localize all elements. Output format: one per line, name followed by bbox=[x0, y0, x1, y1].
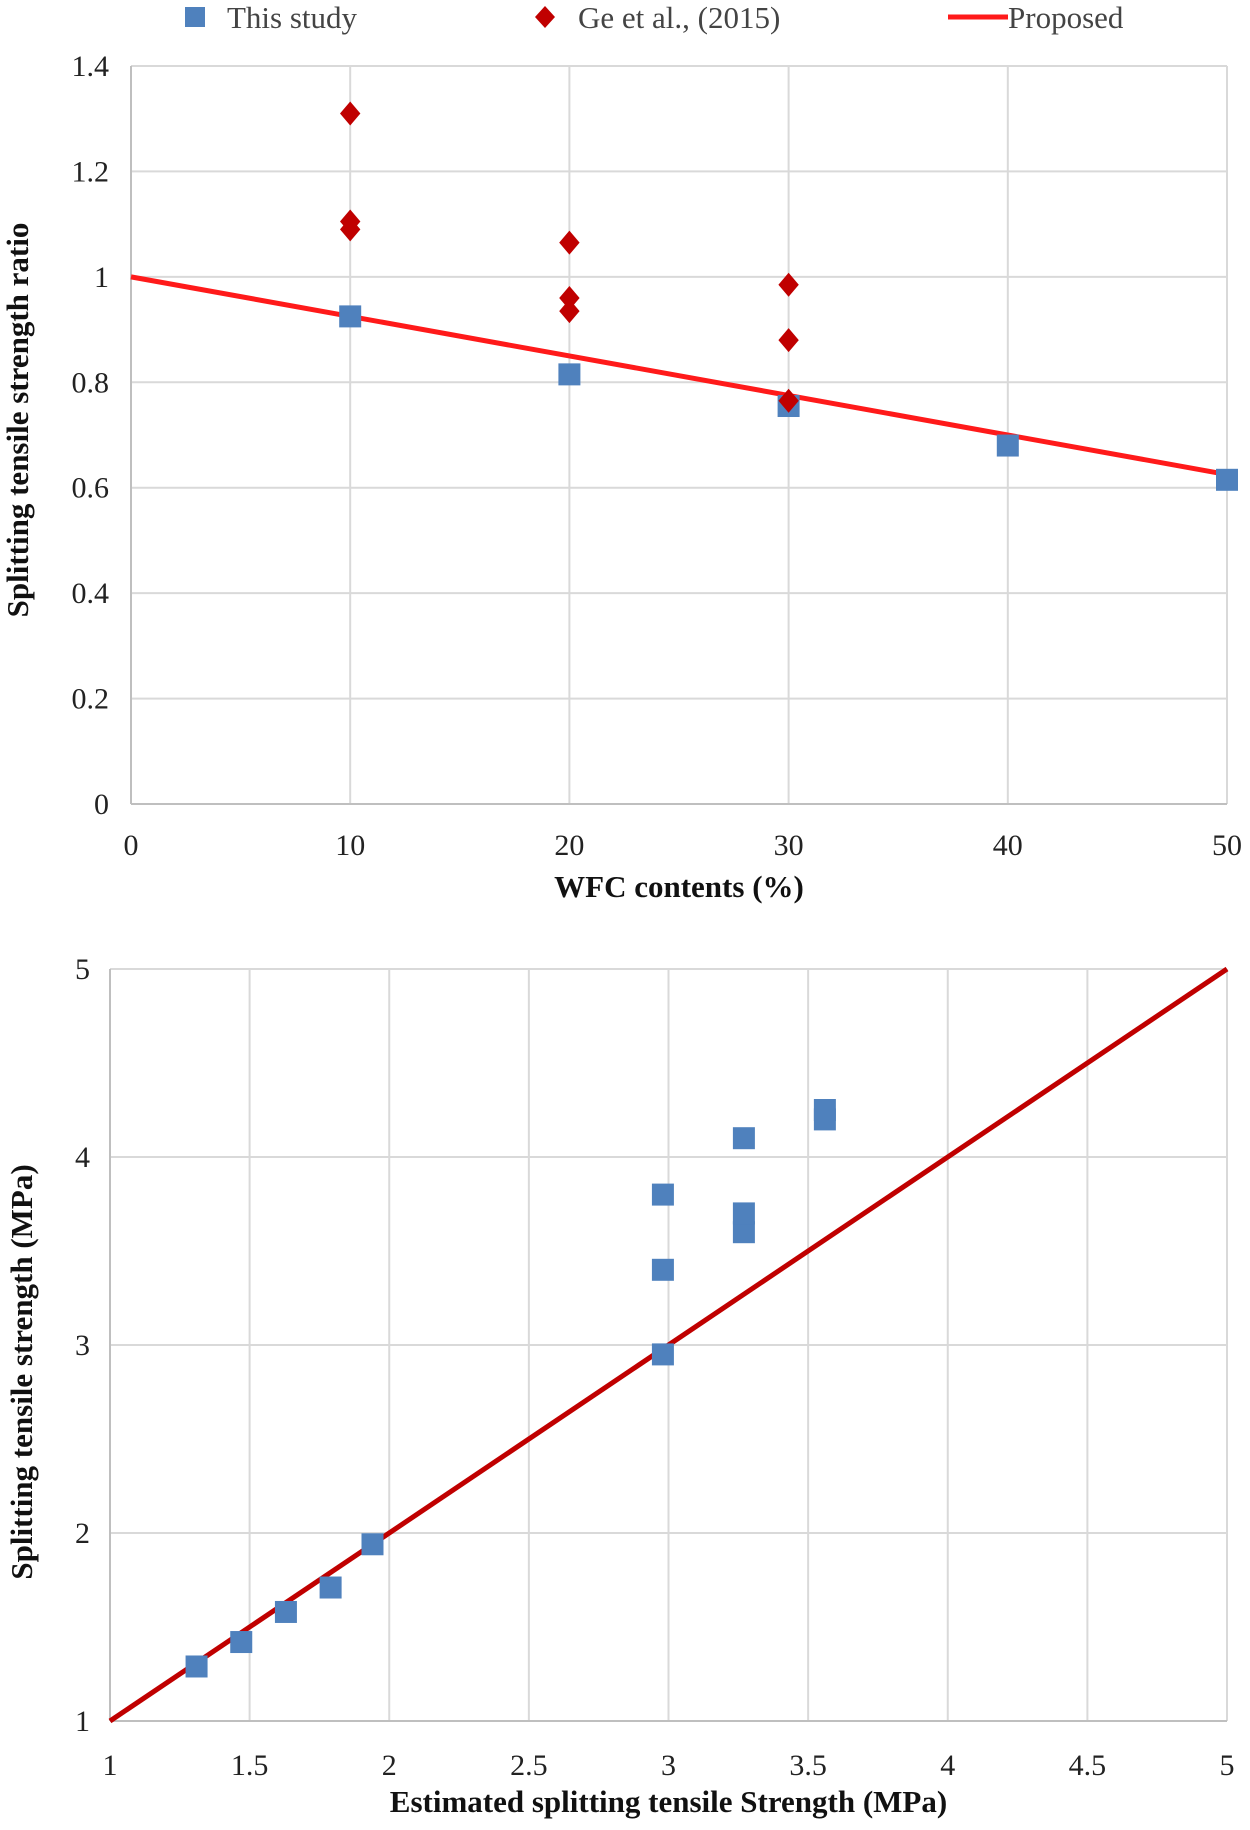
data-point-diamond bbox=[340, 217, 361, 242]
y-tick-label: 0.8 bbox=[72, 366, 110, 399]
data-point-square bbox=[732, 1127, 755, 1150]
x-tick-label: 2 bbox=[382, 1749, 397, 1782]
x-tick-label: 20 bbox=[554, 829, 584, 862]
legend-label: Ge et al., (2015) bbox=[578, 0, 780, 35]
data-point-square bbox=[361, 1533, 384, 1556]
chart-2: 1 1.5 2 2.5 3 3.5 4 4.5 5 1 2 3 4 5 Estimated splittin… bbox=[4, 953, 1235, 1819]
y-tick-label: 1 bbox=[94, 261, 109, 294]
data-point-diamond bbox=[559, 230, 580, 255]
x-tick-label: 1 bbox=[103, 1749, 118, 1782]
y-tick-label: 4 bbox=[75, 1141, 90, 1174]
x-axis-label: WFC contents (%) bbox=[554, 869, 804, 904]
data-point-diamond bbox=[778, 328, 799, 353]
x-tick-label: 3.5 bbox=[789, 1749, 827, 1782]
data-point-square bbox=[319, 1576, 342, 1599]
data-point-square bbox=[558, 363, 581, 386]
x-tick-label: 0 bbox=[124, 829, 139, 862]
legend-marker-square bbox=[185, 7, 205, 27]
y-axis-label: Splitting tensile strength (MPa) bbox=[4, 1164, 39, 1579]
y-tick-label: 0 bbox=[94, 788, 109, 821]
y-tick-label: 1.2 bbox=[72, 155, 110, 188]
legend: This study Ge et al., (2015) Proposed bbox=[185, 0, 1124, 35]
data-point-diamond bbox=[778, 272, 799, 297]
x-tick-label: 50 bbox=[1212, 829, 1242, 862]
y-tick-label: 3 bbox=[75, 1329, 90, 1362]
x-axis-label: Estimated splitting tensile Strength (MP… bbox=[390, 1784, 947, 1819]
x-tick-label: 3 bbox=[661, 1749, 676, 1782]
y-tick-label: 5 bbox=[75, 953, 90, 986]
y-tick-label: 0.4 bbox=[72, 577, 110, 610]
data-point-diamond bbox=[559, 299, 580, 324]
data-point-diamond bbox=[559, 285, 580, 310]
data-point-square bbox=[651, 1343, 674, 1366]
data-point-square bbox=[651, 1183, 674, 1206]
y-tick-label: 0.2 bbox=[72, 683, 110, 716]
y-axis-label: Splitting tensile strength ratio bbox=[0, 223, 35, 618]
series-line-proposed bbox=[130, 274, 1228, 477]
data-point-diamond bbox=[778, 388, 799, 413]
y-tick-label: 2 bbox=[75, 1517, 90, 1550]
x-tick-label: 4 bbox=[940, 1749, 955, 1782]
chart-1: 0 10 20 30 40 50 0 0.2 0.4 0.6 0.8 1 1.2 1.4 WFC conte… bbox=[0, 0, 1242, 904]
legend-label: This study bbox=[227, 0, 358, 35]
x-tick-label: 4.5 bbox=[1069, 1749, 1107, 1782]
data-point-square bbox=[813, 1099, 836, 1121]
legend-marker-diamond bbox=[535, 6, 555, 28]
x-tick-label: 5 bbox=[1220, 1749, 1235, 1782]
data-point-square bbox=[732, 1202, 755, 1225]
x-tick-label: 1.5 bbox=[231, 1749, 269, 1782]
data-point-square bbox=[651, 1258, 674, 1281]
data-point-square bbox=[1216, 468, 1238, 491]
y-tick-label: 0.6 bbox=[72, 472, 110, 505]
data-point-square bbox=[996, 434, 1019, 457]
data-point-square bbox=[230, 1631, 253, 1654]
data-point-square bbox=[732, 1221, 755, 1244]
y-tick-label: 1 bbox=[75, 1705, 90, 1738]
x-tick-label: 40 bbox=[993, 829, 1023, 862]
data-point-square bbox=[185, 1655, 208, 1678]
data-point-square bbox=[339, 305, 362, 328]
x-tick-label: 2.5 bbox=[510, 1749, 548, 1782]
legend-label: Proposed bbox=[1008, 0, 1124, 35]
x-tick-label: 10 bbox=[335, 829, 365, 862]
y-tick-label: 1.4 bbox=[72, 50, 110, 83]
data-point-square bbox=[274, 1600, 297, 1623]
x-tick-label: 30 bbox=[774, 829, 804, 862]
data-point-diamond bbox=[340, 101, 361, 126]
